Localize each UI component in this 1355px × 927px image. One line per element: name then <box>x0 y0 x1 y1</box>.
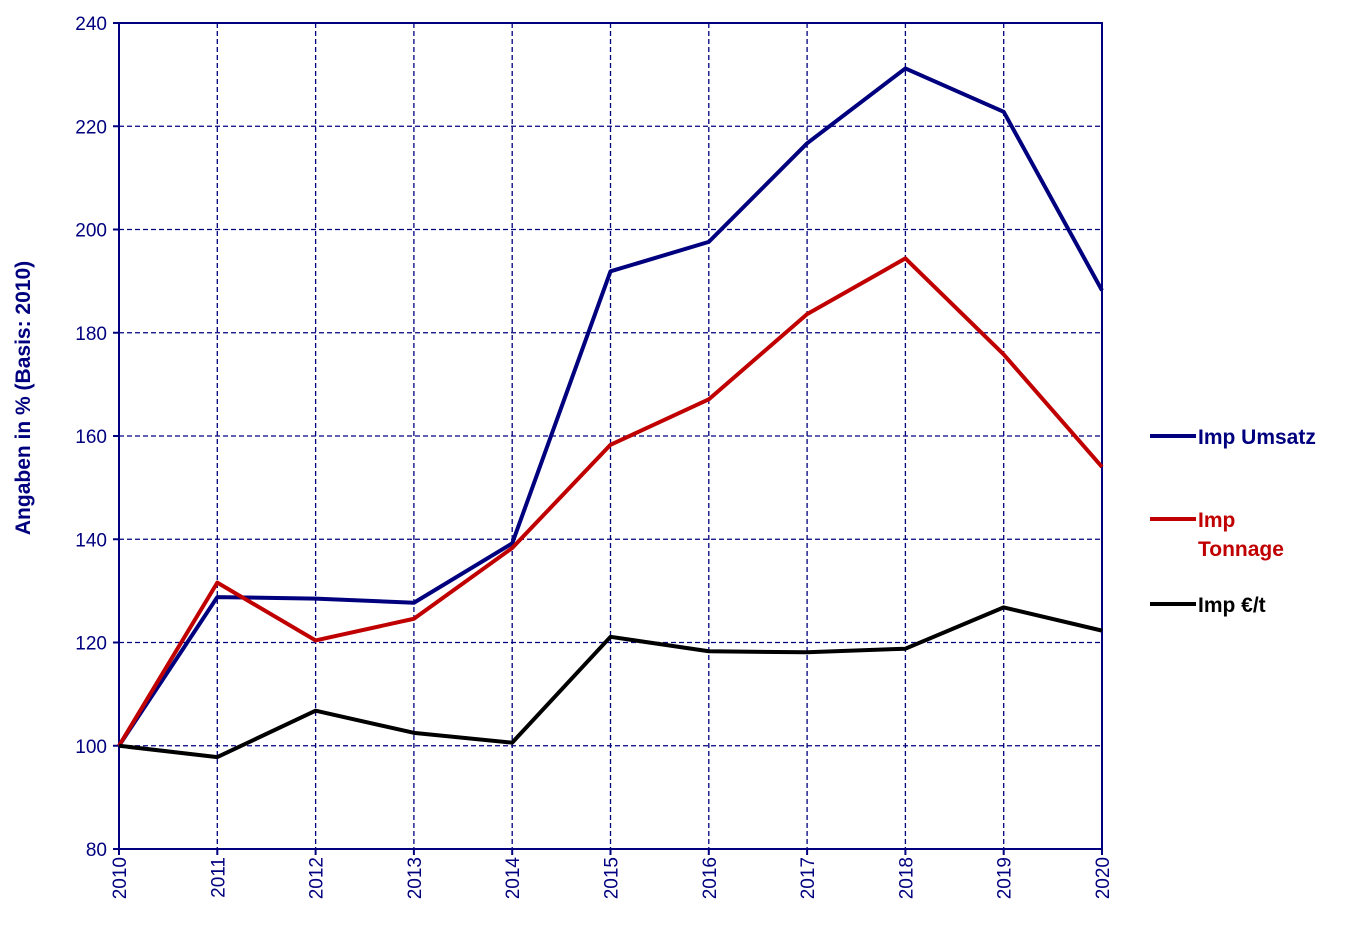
y-axis-label: Angaben in % (Basis: 2010) <box>12 261 35 535</box>
legend-label-2: Tonnage <box>1198 538 1284 561</box>
grid-lines <box>119 23 1102 849</box>
series-line-3 <box>118 605 1103 760</box>
x-tick-label: 2017 <box>798 857 819 899</box>
x-tick-label: 2010 <box>110 857 131 899</box>
x-tick-label: 2013 <box>405 857 426 899</box>
y-tick-label: 140 <box>75 530 107 551</box>
x-tick-label: 2011 <box>208 857 229 898</box>
y-tick-label: 240 <box>75 14 107 35</box>
y-tick-label: 100 <box>75 737 107 758</box>
x-tick-label: 2019 <box>995 857 1016 899</box>
series-line-1 <box>117 66 1104 747</box>
y-tick-label: 200 <box>75 221 107 242</box>
y-tick-label: 220 <box>75 117 107 138</box>
legend-label-3: Imp €/t <box>1198 594 1266 617</box>
y-tick-label: 180 <box>75 324 107 345</box>
y-tick-label: 120 <box>75 634 107 655</box>
axes <box>113 22 1103 855</box>
x-tick-labels: 2010 2011 2012 2013 2014 2015 2016 2017 2018 2019… <box>110 857 1114 900</box>
series-line-2 <box>117 256 1104 747</box>
y-tick-label: 80 <box>86 840 107 861</box>
x-tick-label: 2012 <box>307 857 328 899</box>
x-tick-label: 2015 <box>602 857 623 899</box>
legend-label-2: Imp <box>1198 509 1235 532</box>
legend: Imp Umsatz Imp Tonnage Imp €/t <box>1150 426 1316 617</box>
x-tick-label: 2018 <box>896 857 917 899</box>
series-lines <box>117 66 1104 760</box>
x-tick-label: 2016 <box>700 857 721 899</box>
y-tick-labels: 80 100 120 140 160 180 200 220 240 <box>75 14 107 861</box>
x-tick-label: 2020 <box>1093 857 1114 899</box>
x-tick-label: 2014 <box>503 857 524 900</box>
y-tick-label: 160 <box>75 427 107 448</box>
legend-label-1: Imp Umsatz <box>1198 426 1316 449</box>
